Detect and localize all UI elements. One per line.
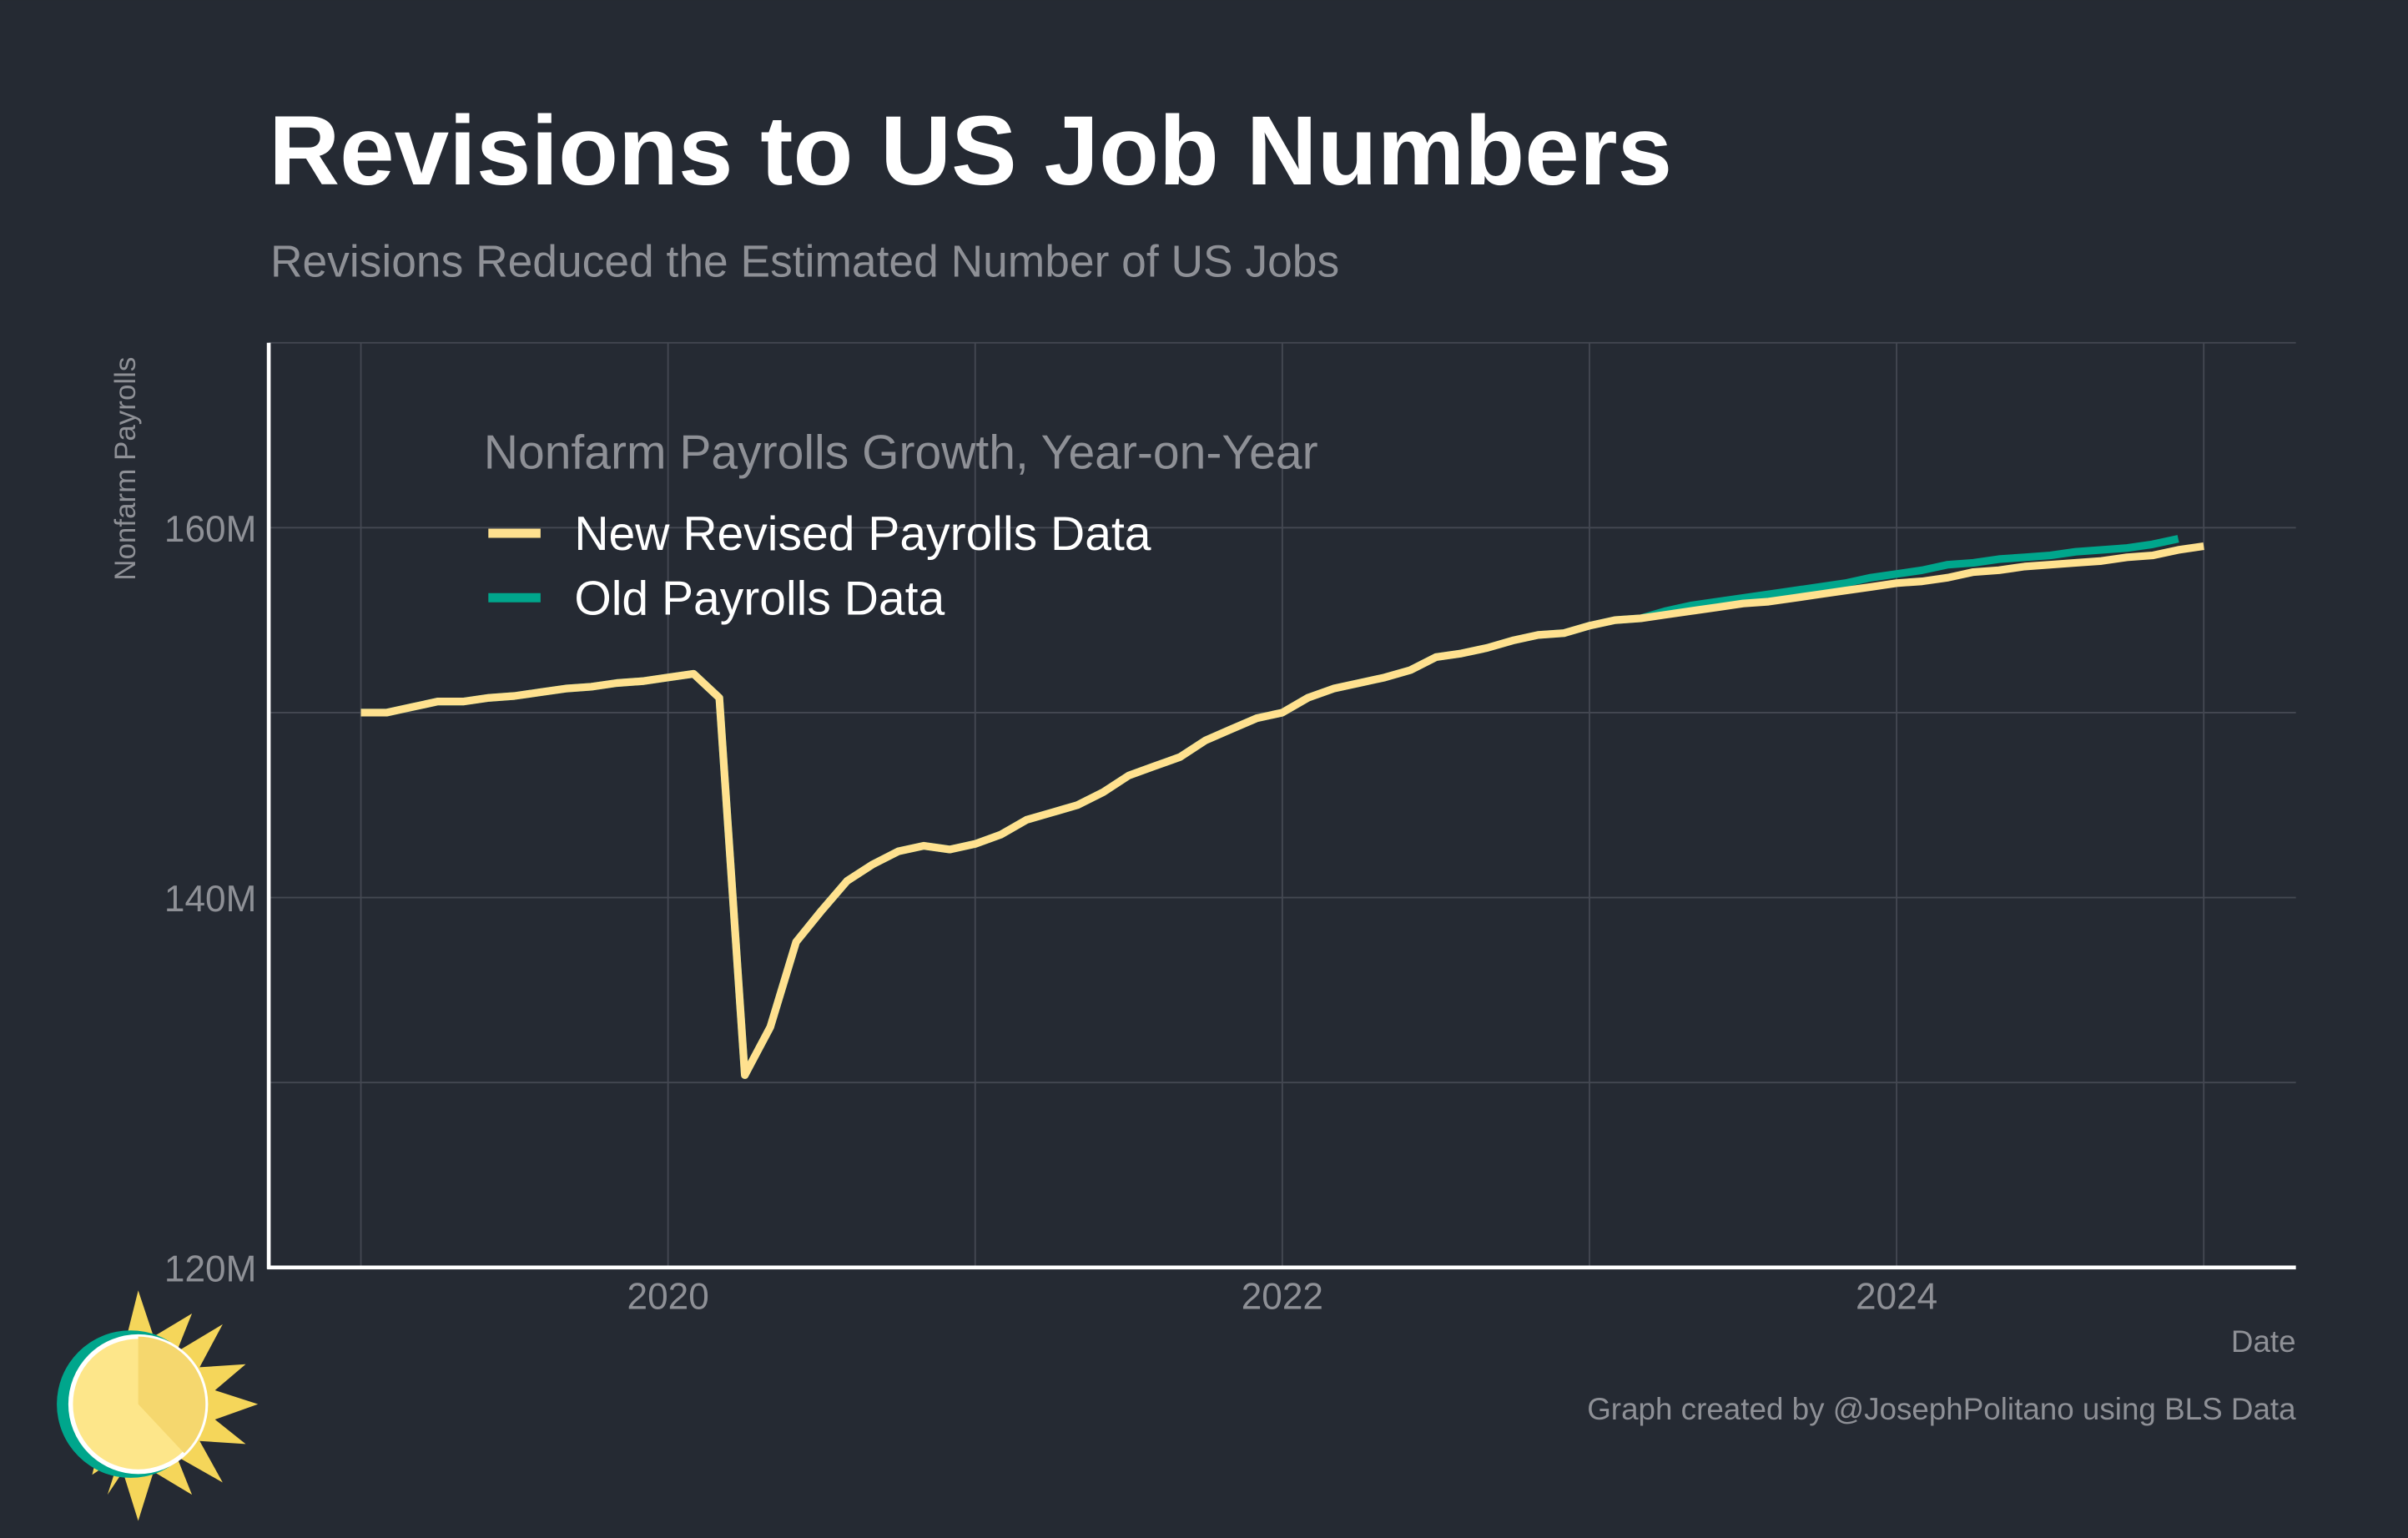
logo — [57, 1290, 259, 1521]
series-line — [360, 542, 2204, 1079]
y-tick-label: 160M — [164, 509, 256, 550]
plot-area: 120M 140M 160M 2020 2022 2024 Nonfarm Payrolls… — [164, 341, 2296, 1317]
chart-title: Revisions to US Job Numbers — [269, 95, 1672, 205]
y-tick-label: 140M — [164, 879, 256, 920]
logo-slice — [138, 1336, 206, 1454]
legend-label: Old Payrolls Data — [574, 572, 945, 626]
y-axis-label: Nonfarm Payrolls — [109, 357, 142, 581]
x-tick-label: 2022 — [1242, 1276, 1323, 1317]
x-axis-label: Date — [2231, 1324, 2296, 1359]
x-tick-label: 2020 — [627, 1276, 709, 1317]
chart-subtitle: Revisions Reduced the Estimated Number o… — [270, 238, 1339, 287]
x-tick-label: 2024 — [1856, 1276, 1937, 1317]
y-tick-label: 120M — [164, 1248, 256, 1289]
legend-title: Nonfarm Payrolls Growth, Year-on-Year — [484, 426, 1318, 480]
legend-label: New Revised Payrolls Data — [574, 507, 1151, 561]
caption: Graph created by @JosephPolitano using B… — [1587, 1392, 2296, 1426]
